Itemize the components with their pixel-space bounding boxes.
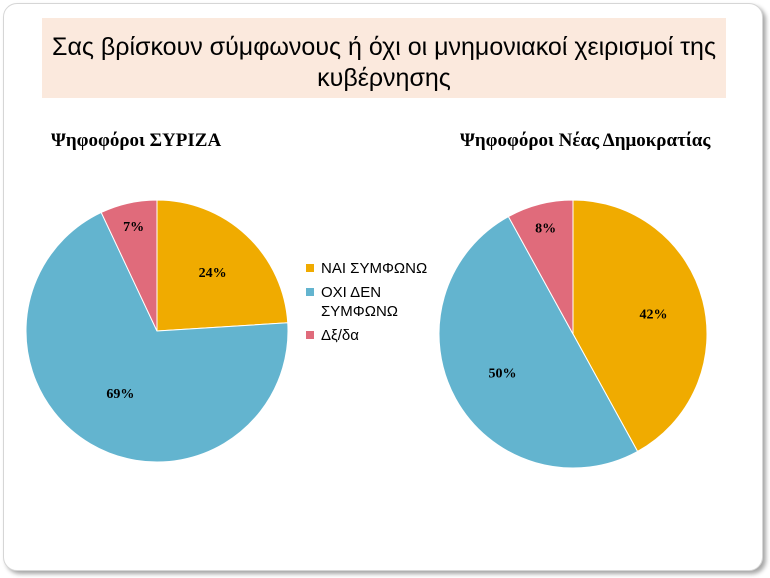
data-label-syriza-yes: 24%: [199, 266, 227, 281]
legend-swatch-dk: [306, 331, 314, 339]
legend-item-yes: ΝΑΙ ΣΥΜΦΩΝΩ: [306, 259, 431, 278]
pie-chart-nd: 42% 50% 8%: [438, 199, 708, 469]
data-label-nd-no: 50%: [489, 367, 517, 382]
pie-slice-syriza-no: [25, 211, 289, 463]
data-label-nd-dk: 8%: [535, 222, 556, 237]
pie-slice-syriza-yes: [156, 199, 289, 332]
slide: Σας βρίσκουν σύμφωνους ή όχι οι μνημονια…: [3, 3, 763, 571]
data-label-syriza-dk: 7%: [123, 220, 144, 235]
pie-slice-nd-yes: [572, 199, 708, 453]
chart-title-nd: Ψηφοφόροι Νέας Δημοκρατίας: [460, 130, 711, 151]
chart-title-syriza: Ψηφοφόροι ΣΥΡΙΖΑ: [51, 130, 222, 151]
pie-chart-syriza: 24% 69% 7%: [25, 199, 289, 463]
pie-slice-syriza-dk: [100, 199, 158, 332]
legend-label-dk: Δξ/δα: [321, 327, 359, 344]
legend-label-yes: ΝΑΙ ΣΥΜΦΩΝΩ: [321, 260, 428, 277]
legend-item-dk: Δξ/δα: [306, 326, 431, 345]
legend-swatch-yes: [306, 264, 314, 272]
pie-slice-nd-no: [438, 215, 639, 469]
data-label-syriza-no: 69%: [106, 387, 134, 402]
legend-swatch-no: [306, 288, 314, 296]
legend-label-no: ΟΧΙ ΔΕΝ ΣΥΜΦΩΝΩ: [321, 284, 398, 320]
legend: ΝΑΙ ΣΥΜΦΩΝΩ ΟΧΙ ΔΕΝ ΣΥΜΦΩΝΩ Δξ/δα: [306, 259, 431, 350]
pie-slice-nd-dk: [507, 199, 574, 335]
data-label-nd-yes: 42%: [639, 307, 667, 322]
legend-item-no: ΟΧΙ ΔΕΝ ΣΥΜΦΩΝΩ: [306, 283, 431, 321]
title-box: Σας βρίσκουν σύμφωνους ή όχι οι μνημονια…: [42, 18, 726, 98]
page-title: Σας βρίσκουν σύμφωνους ή όχι οι μνημονια…: [51, 33, 716, 92]
